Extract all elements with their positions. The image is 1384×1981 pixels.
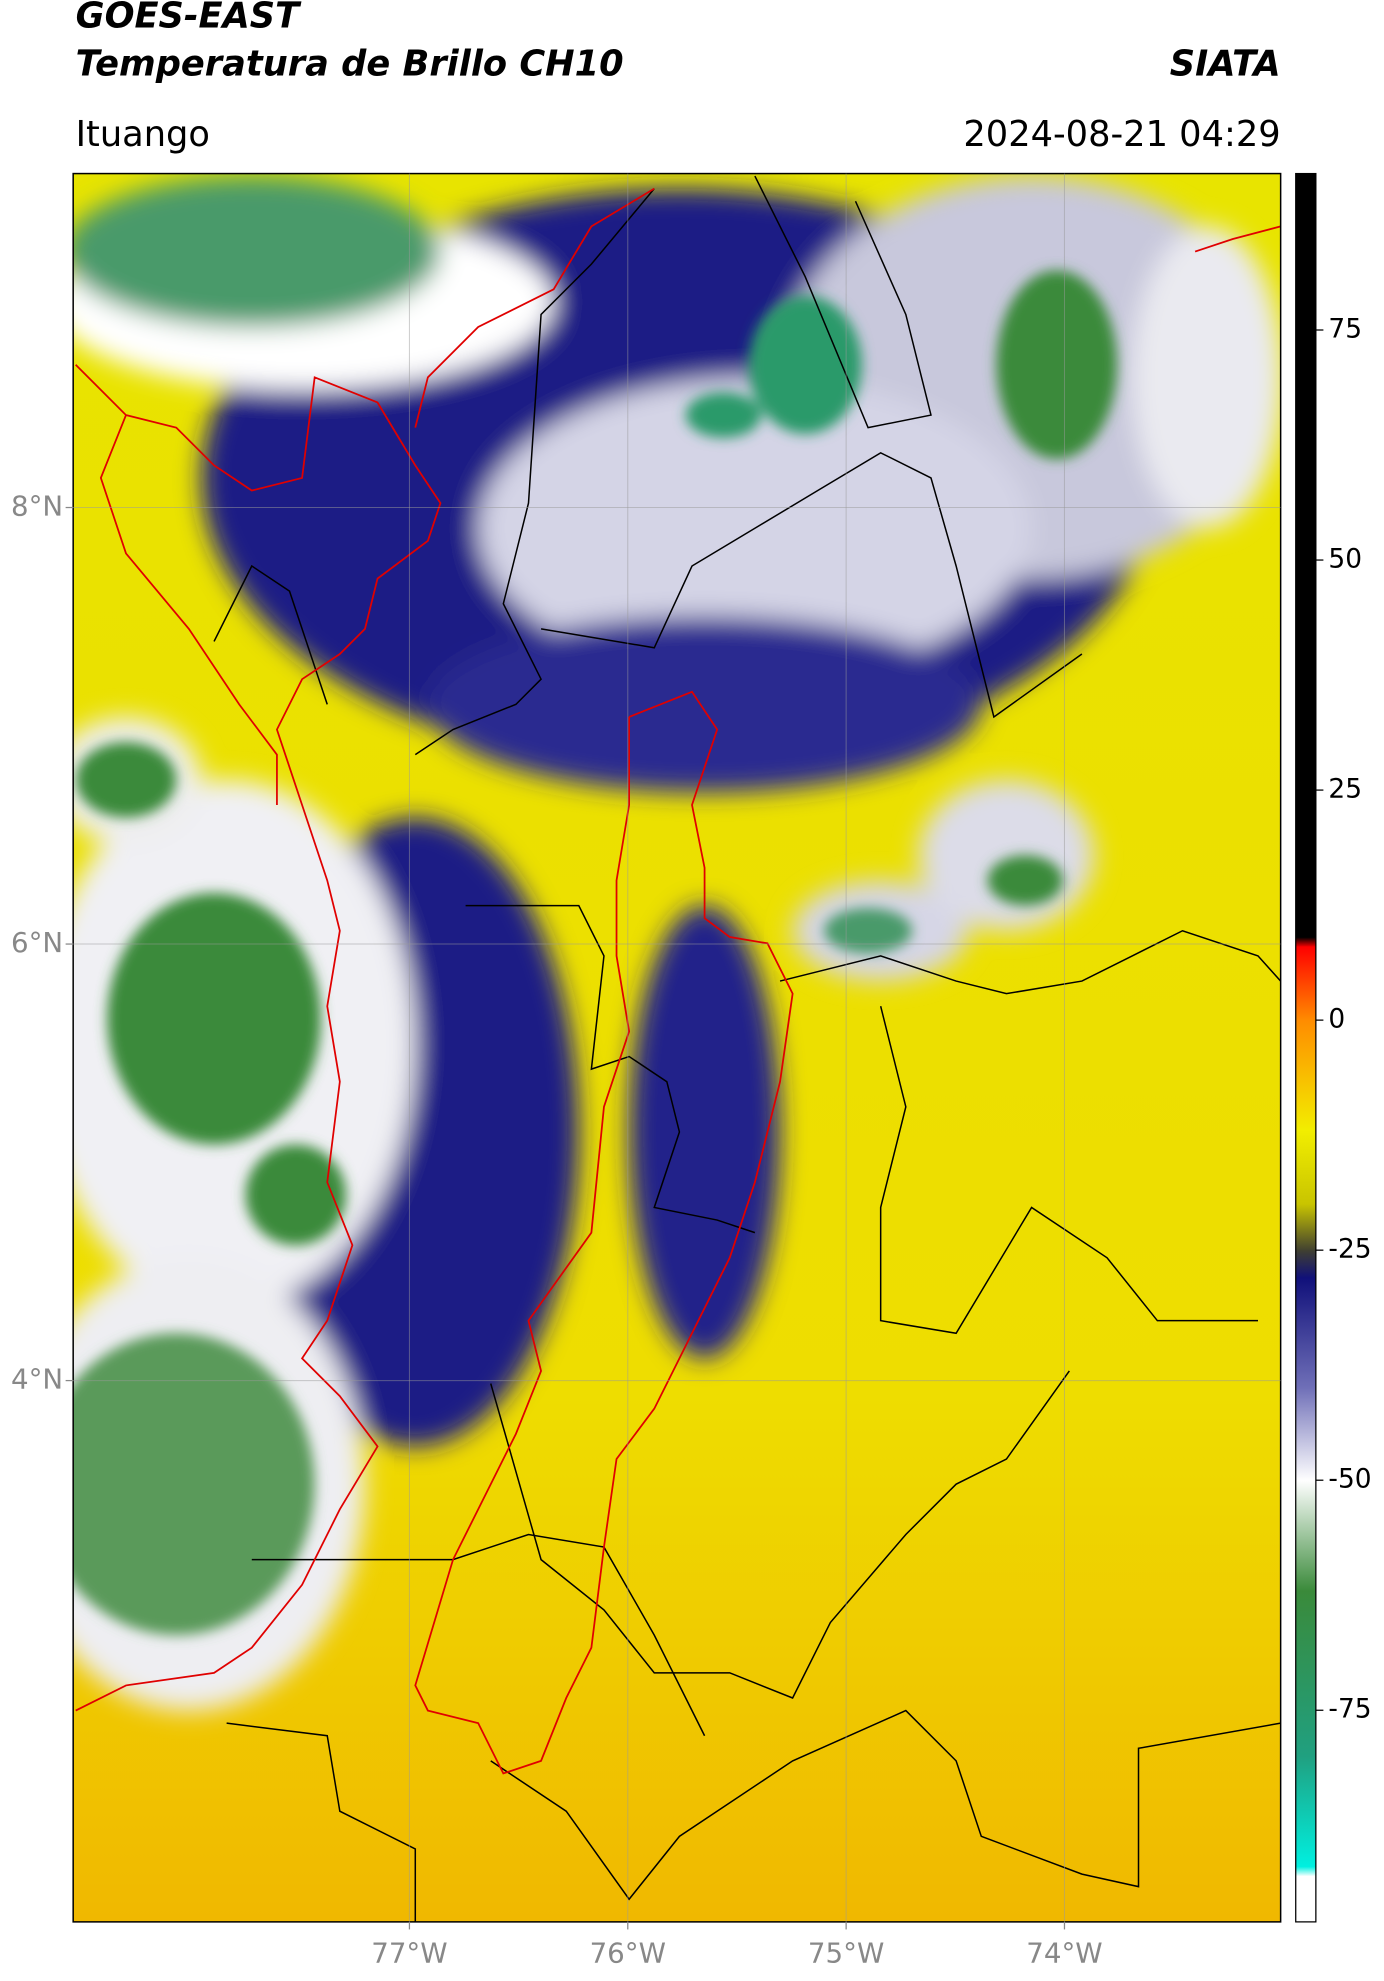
- x-tick-label: 77°W: [371, 1937, 447, 1970]
- y-tick-label: 6°N: [11, 926, 63, 959]
- x-tick-label: 75°W: [808, 1937, 884, 1970]
- colorbar-segment: [1295, 1277, 1316, 1389]
- colorbar-tick-label: -25: [1328, 1234, 1371, 1265]
- colorbar-tick-label: -75: [1328, 1694, 1371, 1725]
- colorbar-segment: [1295, 1130, 1316, 1205]
- colorbar-tick-label: 0: [1328, 1004, 1345, 1035]
- source: SIATA: [1170, 43, 1281, 84]
- timestamp: 2024-08-21 04:29: [963, 114, 1280, 155]
- x-tick-label: 76°W: [590, 1937, 666, 1970]
- colorbar-segment: [1295, 937, 1316, 948]
- colorbar-segment: [1295, 1875, 1316, 1923]
- colorbar-segment: [1295, 946, 1316, 1021]
- colorbar: 75 50 25 0 -25 -50 -75: [1295, 173, 1372, 1923]
- colorbar-segment: [1295, 1480, 1316, 1592]
- location: Ituango: [76, 114, 210, 155]
- satellite-image: [73, 173, 1281, 1922]
- colorbar-segment: [1295, 1204, 1316, 1251]
- colorbar-tick-label: 75: [1328, 314, 1362, 345]
- colorbar-segment: [1295, 1020, 1316, 1132]
- colorbar-frame: [1295, 172, 1317, 1923]
- colorbar-tick-label: -50: [1328, 1464, 1371, 1495]
- colorbar-segment: [1295, 1756, 1316, 1868]
- map-frame: [72, 172, 1282, 1923]
- colorbar-tick-label: 50: [1328, 544, 1362, 575]
- title: GOES-EAST: [76, 0, 302, 37]
- y-tick-label: 8°N: [11, 490, 63, 523]
- colorbar-segment: [1295, 1866, 1316, 1877]
- y-tick-label: 4°N: [11, 1363, 63, 1396]
- colorbar-segment: [1295, 1388, 1316, 1481]
- colorbar-tick-label: 25: [1328, 774, 1362, 805]
- axes: 77°W 76°W 75°W 74°W 8°N 6°N 4°N: [11, 173, 1281, 1970]
- colorbar-segment: [1295, 173, 1316, 938]
- colorbar-segment: [1295, 1250, 1316, 1279]
- subtitle: Temperatura de Brillo CH10: [76, 43, 624, 84]
- colorbar-segment: [1295, 1590, 1316, 1757]
- x-tick-label: 74°W: [1026, 1937, 1102, 1970]
